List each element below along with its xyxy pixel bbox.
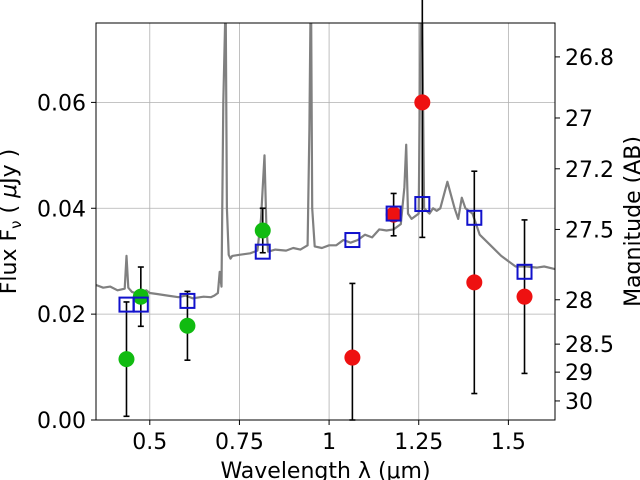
model-point	[466, 209, 483, 226]
y2-tick-label: 29	[565, 361, 593, 386]
plot-frame	[95, 22, 556, 421]
y-tick-label: 0.06	[37, 91, 86, 116]
y-label-sub: ν	[7, 220, 25, 228]
x-tick-label: 1	[322, 430, 336, 455]
y-tick-label: 0.00	[37, 409, 86, 434]
y-axis-label: Flux Fν ( μJy )	[0, 149, 25, 294]
y-tick-label: 0.02	[37, 303, 86, 328]
y2-tick-label: 28	[565, 289, 593, 314]
y2-tick-label: 27.5	[565, 218, 614, 243]
x-axis-label: Wavelength λ (μm)	[220, 459, 430, 480]
model-point	[516, 263, 533, 280]
y-label-b: (	[0, 198, 22, 221]
model-point	[179, 292, 196, 309]
data-point	[179, 317, 196, 334]
spectrum-layer	[96, 23, 555, 300]
x-tick-label: 0.75	[215, 430, 264, 455]
y2-tick-label: 27.2	[565, 158, 614, 183]
data-point	[414, 94, 431, 111]
model-point	[254, 243, 271, 260]
ticks-layer: 0.5 0.75 1 1.25 1.5 0.00 0.02 0.04 0.06 26.8 27 27.…	[37, 46, 614, 455]
x-tick-label: 1.5	[491, 430, 526, 455]
model-point	[385, 205, 402, 222]
spectrum-line	[96, 23, 555, 300]
grid-lines	[96, 23, 555, 421]
y2-tick-label: 26.8	[565, 46, 614, 71]
data-point	[344, 349, 361, 366]
y2-tick-label: 27	[565, 107, 593, 132]
data-point	[466, 274, 483, 291]
data-point	[118, 351, 135, 368]
y-label-c: Jy )	[0, 149, 22, 186]
data-point	[254, 222, 271, 239]
y2-axis-label: Magnitude (AB)	[621, 136, 640, 307]
points-layer	[118, 94, 533, 368]
y-label-mu: μ	[0, 184, 22, 199]
data-point	[516, 288, 533, 305]
y2-tick-label: 30	[565, 390, 593, 415]
model-point	[132, 296, 149, 313]
y-tick-label: 0.04	[37, 197, 86, 222]
data-point	[385, 206, 402, 223]
x-tick-label: 0.5	[132, 430, 167, 455]
model-point	[344, 232, 361, 249]
model-point	[414, 196, 431, 213]
x-tick-label: 1.25	[394, 430, 443, 455]
y2-tick-label: 28.5	[565, 333, 614, 358]
y-label-a: Flux F	[0, 229, 22, 294]
